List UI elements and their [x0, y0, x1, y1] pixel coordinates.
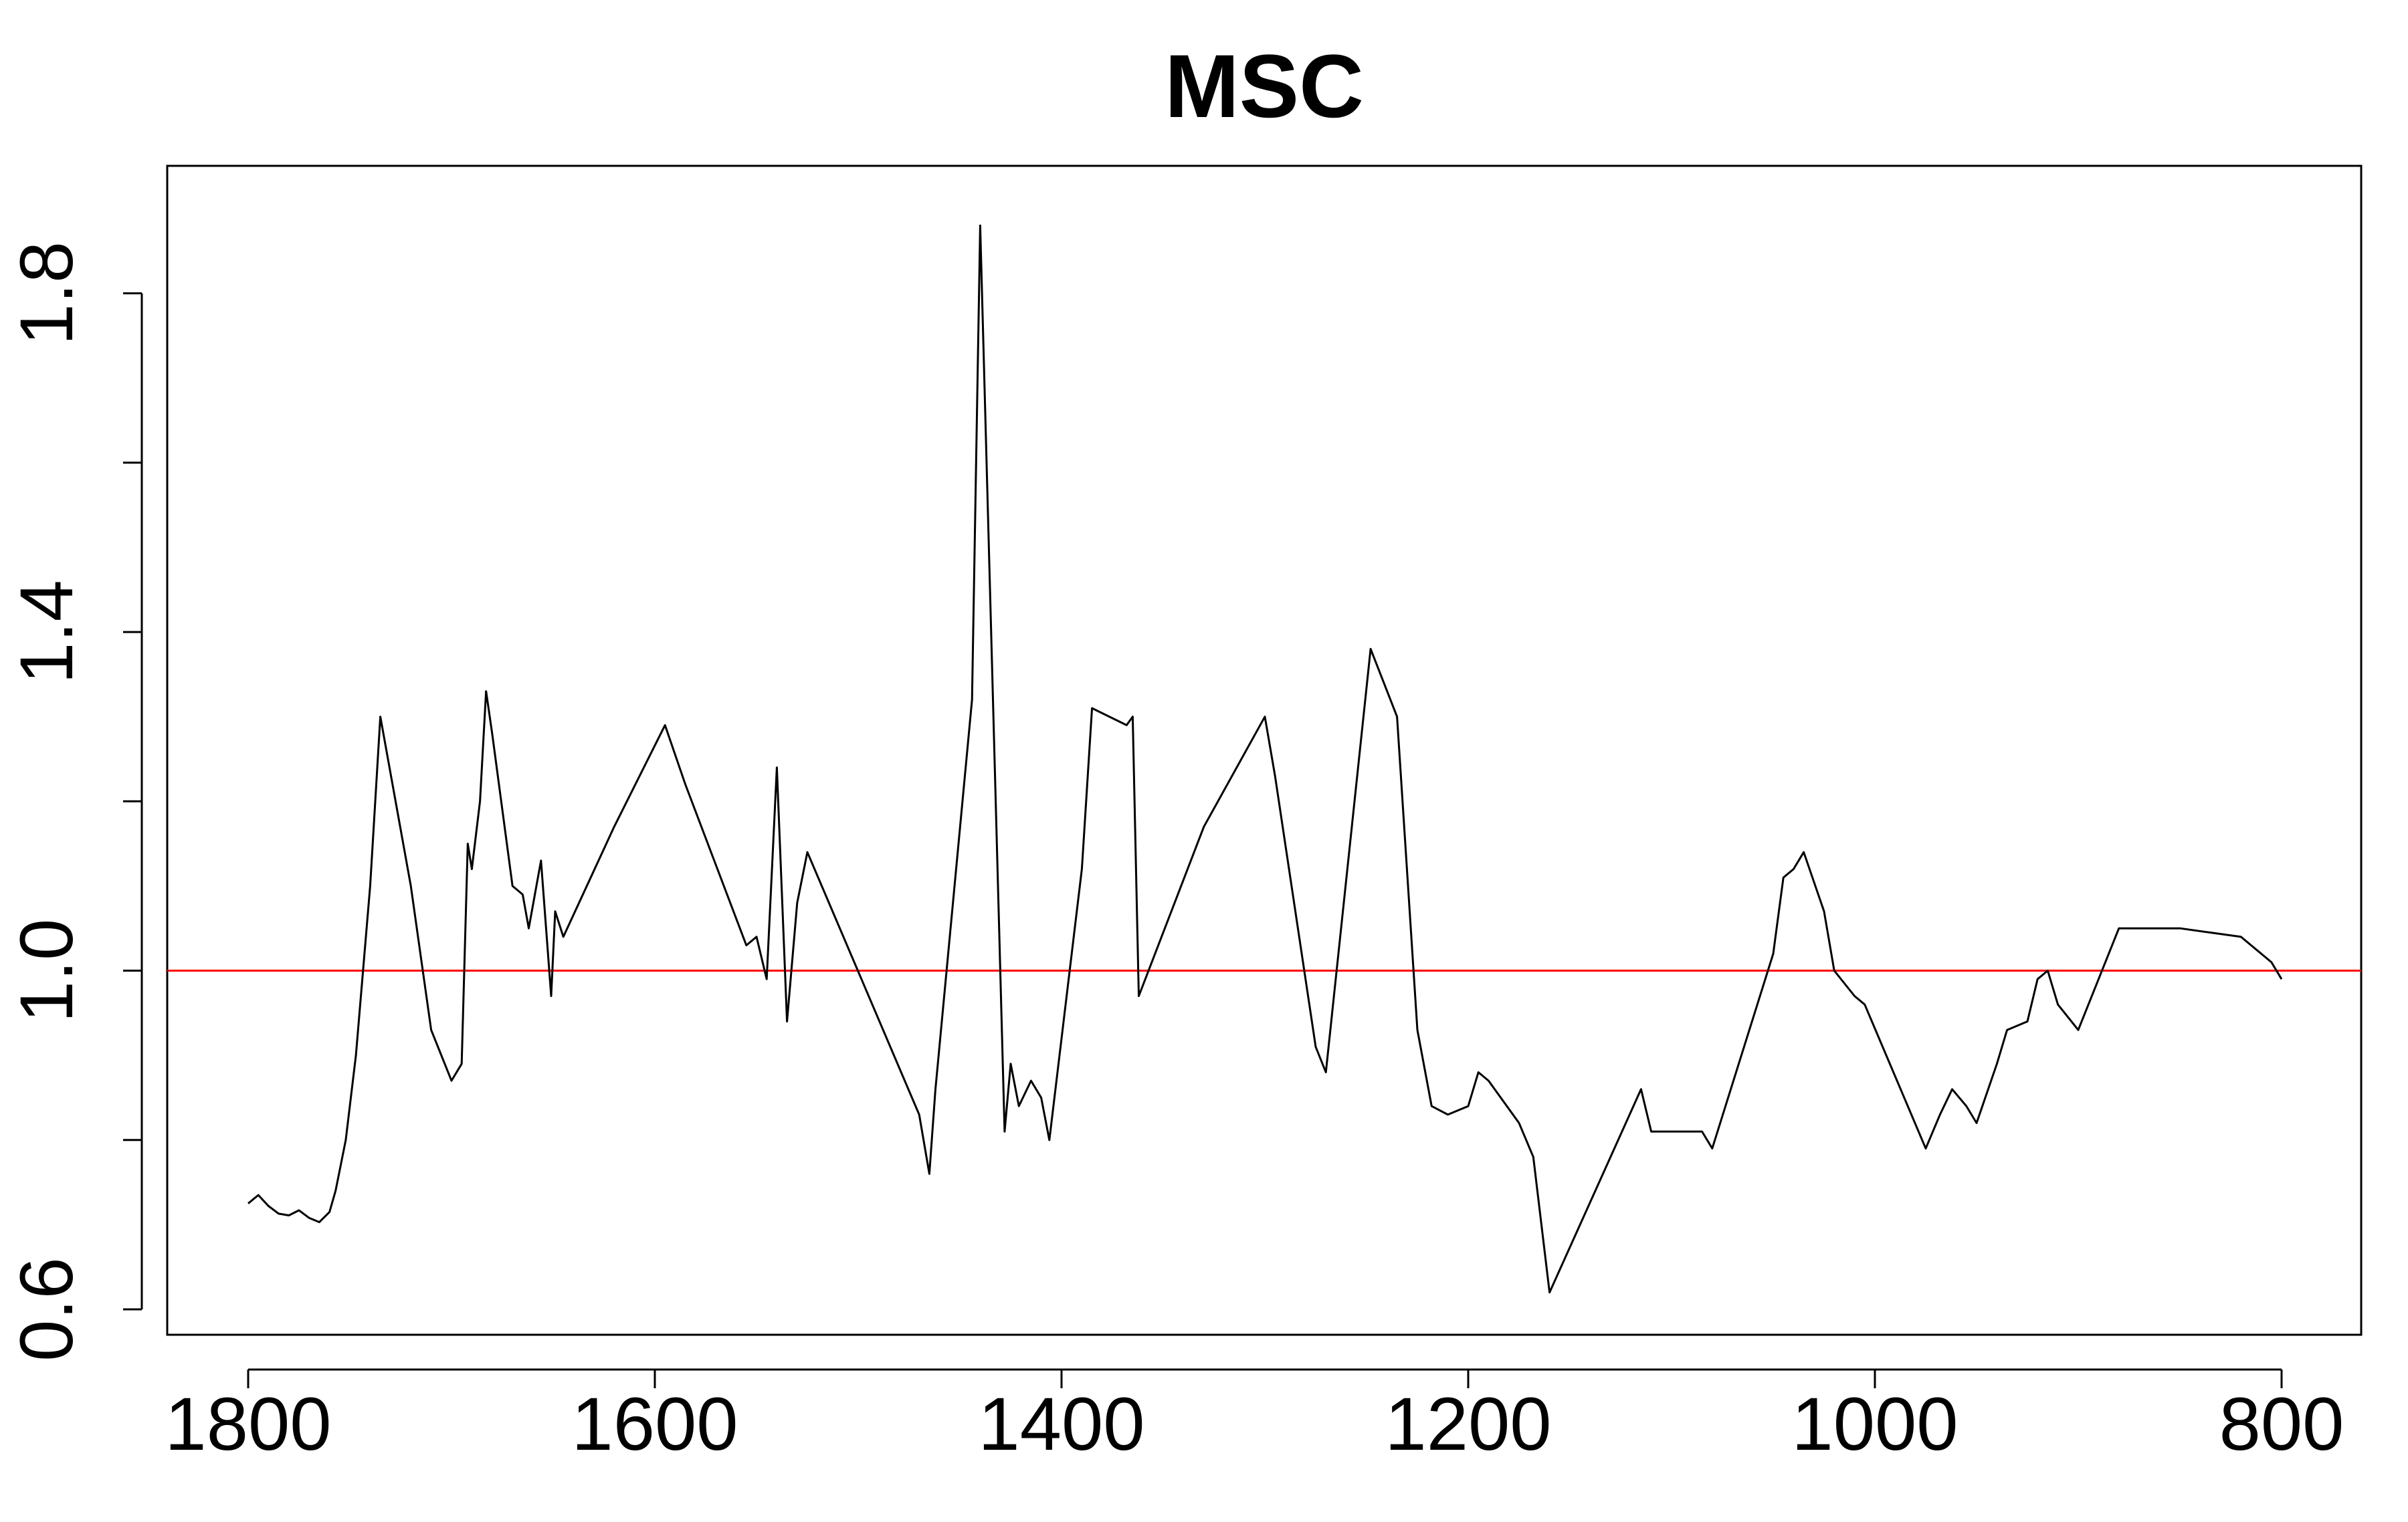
x-tick-label: 800	[2219, 1382, 2344, 1466]
x-tick-label: 1400	[978, 1382, 1144, 1466]
y-tick-label: 1.8	[5, 241, 88, 346]
x-tick-label: 1000	[1791, 1382, 1958, 1466]
series-layer	[247, 224, 2283, 1294]
y-axis: 0.6 1.0 1.4 1.8	[5, 241, 143, 1362]
y-tick-label: 1.4	[5, 580, 88, 684]
x-tick-label: 1800	[165, 1382, 331, 1466]
chart-title: MSC	[1165, 37, 1364, 136]
x-tick-label: 1600	[571, 1382, 738, 1466]
series-line	[247, 224, 2283, 1294]
y-tick-label: 1.0	[5, 919, 88, 1023]
x-tick-label: 1200	[1385, 1382, 1551, 1466]
plot-frame	[166, 165, 2363, 1336]
x-axis: 1800 1600 1400 1200 1000 800	[165, 1368, 2344, 1466]
y-tick-label: 0.6	[5, 1257, 88, 1362]
